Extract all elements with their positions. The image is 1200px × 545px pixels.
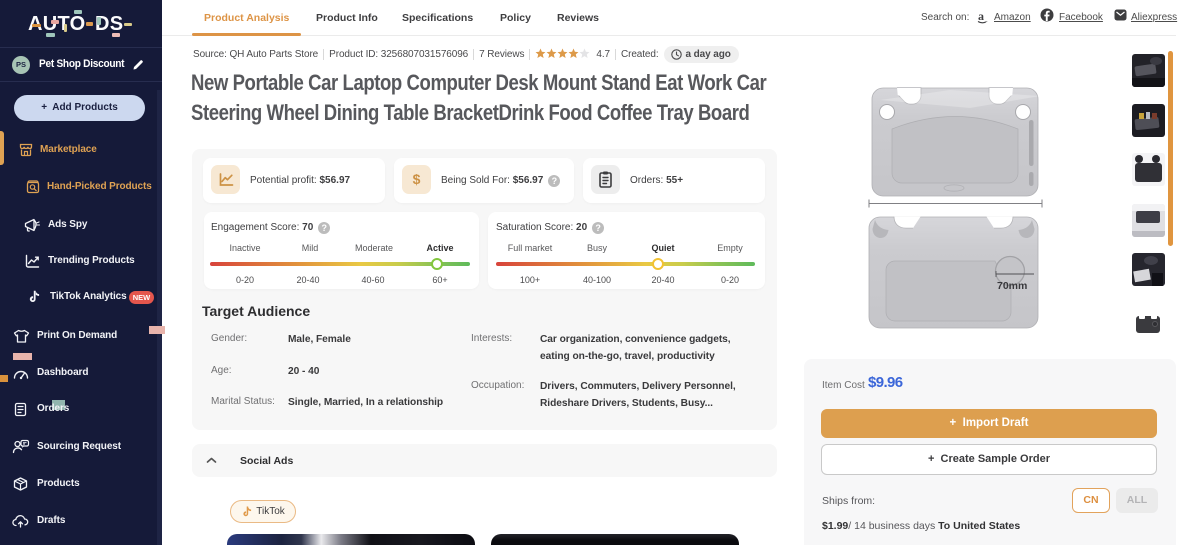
svg-text:70mm: 70mm [997,280,1027,292]
svg-text:a: a [978,9,984,23]
